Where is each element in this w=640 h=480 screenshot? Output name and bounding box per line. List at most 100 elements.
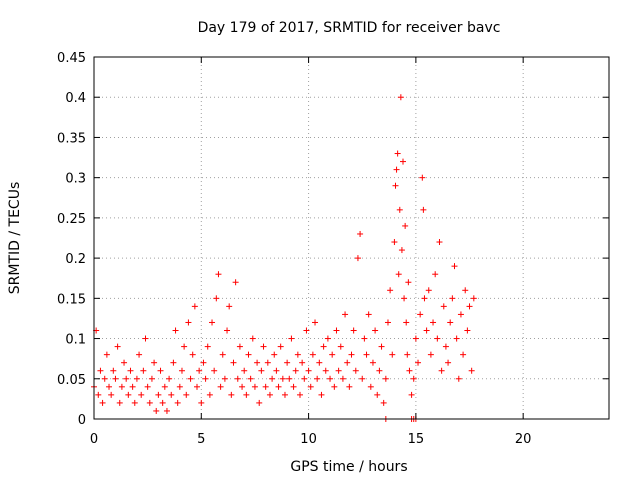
data-point — [194, 383, 200, 390]
data-point — [451, 263, 458, 270]
data-point — [236, 343, 243, 350]
data-point — [404, 351, 411, 358]
data-point — [172, 327, 179, 334]
y-tick-label: 0 — [78, 413, 86, 428]
data-point — [146, 399, 153, 406]
data-point — [365, 311, 372, 318]
data-point — [410, 375, 417, 382]
data-point — [266, 391, 273, 398]
data-point — [457, 311, 464, 318]
data-point — [241, 367, 248, 374]
x-tick-labels: 0 5 10 15 20 — [90, 432, 532, 447]
data-point — [260, 343, 267, 350]
data-point — [309, 351, 316, 358]
data-point — [221, 375, 228, 382]
data-point — [264, 359, 271, 366]
data-point — [391, 239, 398, 246]
data-point — [258, 367, 265, 374]
data-point — [470, 295, 477, 302]
data-point — [151, 359, 158, 366]
data-point — [297, 391, 303, 398]
chart-title: Day 179 of 2017, SRMTID for receiver bav… — [198, 20, 501, 36]
data-point — [333, 327, 340, 334]
data-point — [415, 359, 422, 366]
data-point — [318, 391, 325, 398]
data-point — [430, 319, 437, 326]
data-point — [95, 391, 102, 398]
data-point — [401, 295, 408, 302]
data-point — [369, 359, 376, 366]
data-point — [200, 359, 207, 366]
data-point — [262, 383, 269, 390]
data-point — [114, 343, 121, 350]
data-point — [136, 351, 143, 358]
data-point — [419, 174, 426, 181]
data-point — [403, 319, 410, 326]
data-point — [440, 303, 447, 310]
y-tick-label: 0.4 — [65, 91, 86, 106]
data-point — [157, 367, 164, 374]
data-point — [155, 391, 162, 398]
data-point — [339, 375, 346, 382]
data-point — [174, 399, 181, 406]
x-axis-label: GPS time / hours — [290, 459, 407, 475]
data-point — [209, 319, 216, 326]
data-point — [294, 351, 301, 358]
data-point — [331, 383, 338, 390]
y-tick-label: 0.3 — [65, 172, 86, 187]
data-point — [466, 303, 473, 310]
data-point — [344, 359, 351, 366]
data-point — [327, 375, 334, 382]
data-point — [299, 359, 306, 366]
x-tick-label: 5 — [197, 432, 205, 447]
x-tick-label: 20 — [515, 432, 532, 447]
data-point — [320, 343, 327, 350]
data-point — [337, 343, 344, 350]
data-point — [432, 271, 439, 278]
data-point — [350, 327, 357, 334]
grid-lines — [94, 57, 609, 419]
data-point — [442, 343, 449, 350]
data-point — [382, 375, 389, 382]
axis-ticks — [93, 56, 610, 420]
data-point — [412, 335, 419, 342]
data-point — [239, 383, 246, 390]
data-point — [271, 351, 278, 358]
data-point — [346, 383, 353, 390]
data-point — [196, 367, 203, 374]
data-point — [133, 375, 140, 382]
data-point — [384, 319, 391, 326]
data-point — [281, 391, 288, 398]
data-point — [363, 351, 370, 358]
y-tick-label: 0.35 — [57, 131, 86, 146]
data-point — [99, 399, 106, 406]
data-point — [292, 367, 299, 374]
data-point — [359, 375, 366, 382]
data-point — [140, 367, 147, 374]
data-point — [436, 239, 443, 246]
data-point — [335, 367, 342, 374]
y-tick-label: 0.1 — [65, 333, 86, 348]
data-point — [460, 351, 467, 358]
data-point — [232, 279, 239, 286]
data-point — [387, 287, 394, 294]
data-point — [213, 295, 220, 302]
data-point — [286, 375, 293, 382]
data-point — [396, 206, 403, 213]
data-point — [445, 359, 452, 366]
data-point — [187, 375, 194, 382]
y-tick-label: 0.05 — [57, 373, 86, 388]
data-point — [312, 319, 319, 326]
data-point — [254, 359, 261, 366]
data-point — [438, 367, 445, 374]
data-point — [106, 383, 113, 390]
data-point — [191, 303, 198, 310]
data-point — [434, 335, 441, 342]
data-point — [144, 383, 151, 390]
data-point — [234, 375, 241, 382]
data-point — [228, 391, 235, 398]
data-point — [116, 399, 123, 406]
data-point — [284, 359, 291, 366]
data-point — [166, 375, 173, 382]
data-point — [181, 343, 188, 350]
